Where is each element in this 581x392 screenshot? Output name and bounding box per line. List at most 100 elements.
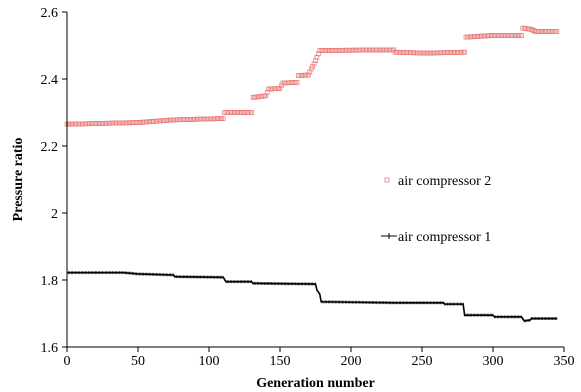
- y-tick-label: 1.8: [41, 274, 59, 289]
- data-point-marker: [145, 119, 151, 125]
- data-point-marker: [142, 119, 148, 125]
- data-point-marker: [463, 34, 469, 40]
- data-point-marker: [141, 119, 147, 125]
- data-point-marker: [112, 120, 118, 126]
- data-point-marker: [104, 120, 110, 126]
- data-point-marker: [396, 49, 402, 55]
- data-point-marker: [293, 80, 298, 85]
- legend-marker-air-compressor-2: [384, 177, 390, 183]
- data-point-marker: [357, 47, 362, 53]
- data-point-marker: [364, 47, 369, 53]
- data-point-marker: [169, 117, 175, 123]
- data-point-marker: [175, 117, 181, 123]
- data-point-marker: [193, 116, 199, 122]
- data-point-marker: [283, 80, 289, 86]
- data-point-marker: [442, 50, 448, 56]
- data-point-marker: [115, 120, 121, 126]
- data-point-marker: [129, 120, 135, 126]
- data-point-marker: [73, 121, 78, 127]
- x-tick-label: 100: [199, 354, 220, 369]
- data-point-marker: [473, 34, 479, 39]
- data-point-marker: [84, 121, 90, 127]
- data-point-marker: [355, 47, 361, 53]
- data-point-marker: [443, 50, 449, 55]
- data-point-marker: [482, 33, 487, 39]
- data-point-marker: [164, 118, 169, 123]
- data-point-marker: [490, 33, 496, 38]
- data-point-marker: [409, 50, 415, 56]
- data-point-marker: [537, 29, 543, 34]
- plot-area: [64, 25, 560, 323]
- data-point-marker: [233, 110, 239, 115]
- data-point-marker: [362, 47, 368, 53]
- data-point-marker: [462, 49, 467, 55]
- series-air-compressor-2: [64, 25, 560, 127]
- data-point-marker: [345, 47, 351, 53]
- data-point-marker: [486, 33, 492, 39]
- data-point-marker: [460, 49, 466, 55]
- data-point-marker: [386, 47, 392, 53]
- legend-label-air-compressor-1: air compressor 1: [398, 230, 491, 245]
- data-point-marker: [421, 50, 426, 56]
- data-point-marker: [131, 120, 137, 126]
- data-point-marker: [401, 50, 406, 55]
- data-point-marker: [375, 47, 381, 53]
- data-point-marker: [456, 49, 462, 55]
- data-point-marker: [108, 120, 114, 126]
- data-point-marker: [540, 29, 546, 34]
- data-point-marker: [144, 119, 149, 125]
- data-point-marker: [360, 47, 365, 53]
- data-point-marker: [171, 117, 176, 123]
- data-point-marker: [247, 110, 253, 115]
- data-point-marker: [185, 117, 191, 122]
- data-point-marker: [297, 73, 303, 78]
- data-point-marker: [404, 50, 409, 55]
- data-point-marker: [416, 50, 422, 56]
- data-point-marker: [110, 120, 115, 126]
- data-point-marker: [242, 110, 247, 115]
- data-point-marker: [264, 90, 270, 95]
- data-point-marker: [509, 33, 514, 38]
- data-point-marker: [546, 29, 551, 34]
- data-point-marker: [350, 47, 355, 53]
- data-point-marker: [487, 33, 493, 38]
- data-point-marker: [502, 33, 507, 38]
- data-point-marker: [134, 120, 139, 125]
- data-point-marker: [212, 116, 218, 122]
- data-point-marker: [178, 117, 183, 123]
- data-point-marker: [98, 121, 104, 126]
- data-point-marker: [274, 86, 280, 91]
- data-point-marker: [149, 119, 155, 124]
- data-point-marker: [368, 47, 374, 53]
- data-point-marker: [77, 121, 83, 127]
- data-point-marker: [504, 33, 510, 38]
- data-point-marker: [148, 119, 154, 124]
- data-point-marker: [147, 119, 152, 125]
- data-point-marker: [188, 117, 193, 122]
- data-point-marker: [166, 117, 172, 123]
- data-point-marker: [547, 29, 553, 34]
- data-point-marker: [223, 110, 229, 115]
- data-point-marker: [381, 47, 387, 53]
- data-point-marker: [371, 47, 377, 53]
- legend-label-air-compressor-2: air compressor 2: [398, 174, 491, 189]
- data-point-marker: [361, 47, 367, 53]
- data-point-marker: [235, 110, 240, 115]
- data-point-marker: [306, 72, 311, 78]
- data-point-marker: [198, 116, 203, 122]
- data-point-marker: [431, 50, 436, 56]
- data-point-marker: [120, 120, 125, 126]
- data-point-marker: [455, 50, 460, 55]
- data-point-marker: [347, 47, 352, 53]
- data-point-marker: [281, 80, 287, 86]
- data-point-marker: [489, 33, 494, 38]
- data-point-marker: [517, 33, 523, 38]
- y-tick-label: 2.4: [41, 73, 59, 88]
- data-point-marker: [553, 29, 558, 34]
- data-point-marker: [229, 110, 235, 115]
- data-point-marker: [544, 29, 550, 34]
- data-point-marker: [209, 116, 215, 122]
- data-point-marker: [543, 29, 548, 34]
- data-point-marker: [271, 86, 277, 92]
